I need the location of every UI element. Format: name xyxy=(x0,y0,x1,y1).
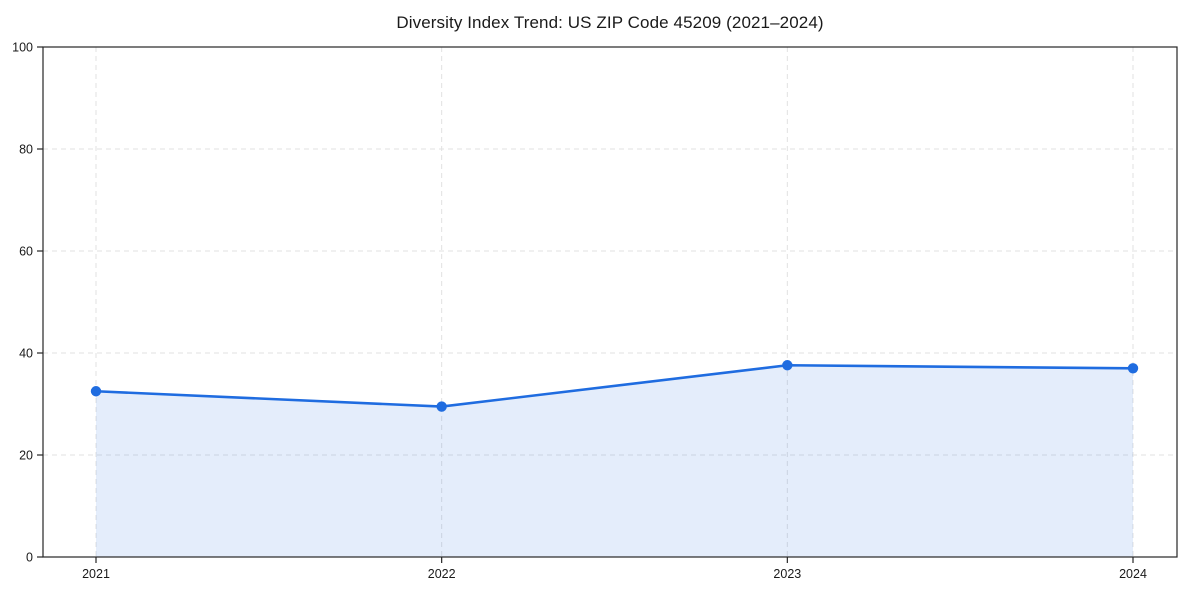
y-tick-label: 60 xyxy=(19,245,33,259)
chart-title: Diversity Index Trend: US ZIP Code 45209… xyxy=(396,13,824,32)
area-fill xyxy=(96,365,1133,557)
x-tick-label: 2024 xyxy=(1119,567,1147,581)
plot-frame xyxy=(42,46,1178,558)
x-tick-label: 2021 xyxy=(82,567,110,581)
y-tick-label: 0 xyxy=(26,551,33,565)
y-tick-label: 80 xyxy=(19,143,33,157)
data-point-2022 xyxy=(436,401,447,412)
x-tick-label: 2023 xyxy=(773,567,801,581)
y-tick-label: 100 xyxy=(12,41,33,55)
data-point-2024 xyxy=(1127,363,1139,374)
trend-line xyxy=(94,363,1135,408)
data-point-2023 xyxy=(782,360,793,371)
data-point-2021 xyxy=(90,386,102,397)
y-tick-label: 40 xyxy=(19,347,33,361)
y-tick-label: 20 xyxy=(19,449,33,463)
x-tick-label: 2022 xyxy=(428,567,456,581)
